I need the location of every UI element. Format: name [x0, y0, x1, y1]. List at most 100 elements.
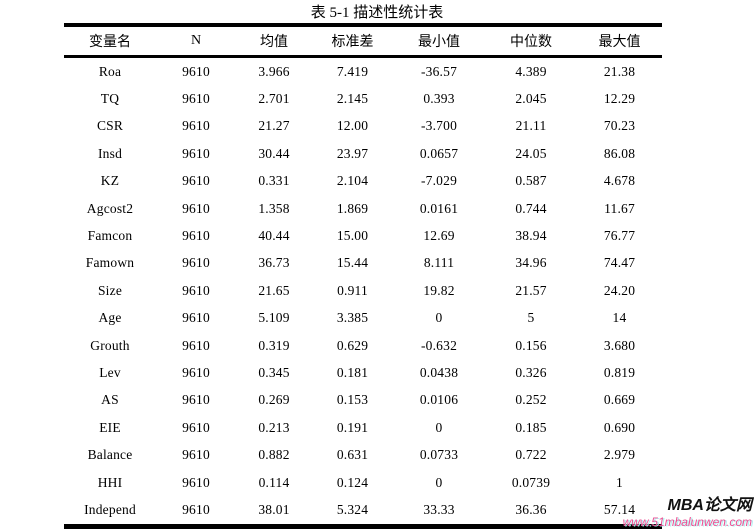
- value-cell: 24.20: [603, 282, 636, 298]
- value-cell: 24.05: [515, 145, 547, 161]
- value-cell: 9610: [182, 447, 210, 463]
- table-row: Lev 9610 0.345 0.181 0.0438 0.326 0.819: [64, 359, 662, 386]
- value-cell: 21.38: [603, 63, 636, 79]
- value-cell: 0: [435, 474, 443, 490]
- value-cell: 0.269: [258, 392, 290, 408]
- value-cell: 70.23: [603, 118, 636, 134]
- value-cell: 0.114: [258, 474, 290, 490]
- variable-name-cell: Insd: [97, 145, 123, 161]
- table-caption: 表 5-1 描述性统计表: [310, 5, 444, 21]
- value-cell: -3.700: [420, 118, 458, 134]
- value-cell: 19.82: [423, 282, 455, 298]
- value-cell: 23.97: [336, 145, 369, 161]
- value-cell: 33.33: [423, 501, 455, 517]
- value-cell: 0.393: [423, 91, 455, 107]
- column-header: 标准差: [312, 25, 393, 58]
- value-cell: 2.979: [603, 447, 636, 463]
- value-cell: 15.44: [336, 255, 369, 271]
- value-cell: 9610: [182, 364, 210, 380]
- statistics-table: 变量名 N 均值 标准差 最小值 中位数 最大值 Roa 9610 3.966 7.419 -36.…: [64, 23, 662, 529]
- watermark-site-name: MBA论文网: [667, 497, 752, 514]
- value-cell: 30.44: [258, 145, 290, 161]
- watermark: MBA论文网 www.51mbalunwen.com: [623, 496, 752, 529]
- value-cell: 0.331: [258, 173, 290, 189]
- value-cell: 21.27: [258, 118, 290, 134]
- value-cell: 5: [527, 310, 535, 326]
- variable-name-cell: Size: [97, 282, 123, 298]
- value-cell: 0.0739: [511, 474, 551, 490]
- value-cell: 2.104: [336, 173, 369, 189]
- column-header: 中位数: [485, 25, 577, 58]
- table-row: HHI 9610 0.114 0.124 0 0.0739 1: [64, 469, 662, 496]
- table-row: Age 9610 5.109 3.385 0 5 14: [64, 305, 662, 332]
- value-cell: 0.744: [515, 200, 547, 216]
- value-cell: 0.629: [336, 337, 369, 353]
- value-cell: 21.57: [515, 282, 547, 298]
- value-cell: 74.47: [603, 255, 636, 271]
- value-cell: 4.389: [515, 63, 547, 79]
- variable-name-cell: KZ: [100, 173, 120, 189]
- table-row: Size 9610 21.65 0.911 19.82 21.57 24.20: [64, 277, 662, 304]
- column-header: 最小值: [393, 25, 485, 58]
- value-cell: 9610: [182, 282, 210, 298]
- value-cell: 0.319: [258, 337, 290, 353]
- value-cell: 0.819: [603, 364, 636, 380]
- value-cell: 1: [616, 474, 623, 490]
- table-row: CSR 9610 21.27 12.00 -3.700 21.11 70.23: [64, 113, 662, 140]
- value-cell: 9610: [182, 501, 210, 517]
- value-cell: 0: [435, 419, 443, 435]
- value-cell: 0.185: [515, 419, 547, 435]
- column-header: 变量名: [64, 25, 156, 58]
- value-cell: 0.690: [603, 419, 636, 435]
- variable-name-cell: Age: [98, 310, 122, 326]
- value-cell: 9610: [182, 228, 210, 244]
- variable-name-cell: Independ: [84, 501, 136, 517]
- table-row: KZ 9610 0.331 2.104 -7.029 0.587 4.678: [64, 168, 662, 195]
- value-cell: 4.678: [603, 173, 636, 189]
- value-cell: 0.124: [336, 474, 369, 490]
- table-row: Insd 9610 30.44 23.97 0.0657 24.05 86.08: [64, 140, 662, 167]
- value-cell: 15.00: [336, 228, 369, 244]
- variable-name-cell: Agcost2: [86, 200, 134, 216]
- value-cell: 12.69: [423, 228, 455, 244]
- value-cell: 0.0733: [419, 447, 459, 463]
- value-cell: 36.73: [258, 255, 290, 271]
- variable-name-cell: Balance: [87, 447, 133, 463]
- value-cell: 9610: [182, 118, 210, 134]
- table-header-row: 变量名 N 均值 标准差 最小值 中位数 最大值: [64, 25, 662, 58]
- value-cell: 38.01: [258, 501, 290, 517]
- value-cell: 7.419: [336, 63, 369, 79]
- value-cell: 38.94: [515, 228, 547, 244]
- table-row: Roa 9610 3.966 7.419 -36.57 4.389 21.38: [64, 57, 662, 86]
- value-cell: 12.00: [336, 118, 369, 134]
- value-cell: 0.882: [258, 447, 290, 463]
- value-cell: 11.67: [604, 200, 635, 216]
- value-cell: 0.153: [336, 392, 369, 408]
- value-cell: 0.0106: [419, 392, 459, 408]
- value-cell: 2.045: [515, 91, 547, 107]
- value-cell: -7.029: [420, 173, 458, 189]
- table-row: AS 9610 0.269 0.153 0.0106 0.252 0.669: [64, 387, 662, 414]
- variable-name-cell: Roa: [98, 63, 122, 79]
- value-cell: 0.181: [336, 364, 369, 380]
- variable-name-cell: Grouth: [90, 337, 130, 353]
- value-cell: 0.252: [515, 392, 547, 408]
- table-row: EIE 9610 0.213 0.191 0 0.185 0.690: [64, 414, 662, 441]
- value-cell: -36.57: [420, 63, 458, 79]
- value-cell: 0.911: [337, 282, 368, 298]
- value-cell: 9610: [182, 200, 210, 216]
- value-cell: 21.65: [258, 282, 290, 298]
- value-cell: 36.36: [515, 501, 547, 517]
- variable-name-cell: CSR: [96, 118, 124, 134]
- column-header: 均值: [236, 25, 312, 58]
- table-row: Independ 9610 38.01 5.324 33.33 36.36 57.14: [64, 496, 662, 526]
- value-cell: 9610: [182, 337, 210, 353]
- table-row: TQ 9610 2.701 2.145 0.393 2.045 12.29: [64, 85, 662, 112]
- value-cell: 9610: [182, 255, 210, 271]
- value-cell: 21.11: [515, 118, 547, 134]
- value-cell: 8.111: [423, 255, 455, 271]
- value-cell: 2.701: [258, 91, 290, 107]
- value-cell: 76.77: [603, 228, 636, 244]
- variable-name-cell: Lev: [99, 364, 121, 380]
- value-cell: 5.109: [258, 310, 290, 326]
